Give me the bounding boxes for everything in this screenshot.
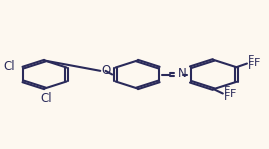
Text: F: F: [224, 92, 231, 102]
Text: Cl: Cl: [4, 60, 15, 73]
Text: F: F: [248, 61, 255, 72]
Text: F: F: [224, 86, 231, 96]
Text: O: O: [102, 64, 111, 77]
Text: F: F: [248, 55, 255, 65]
Text: F: F: [229, 89, 236, 99]
Text: N: N: [178, 67, 187, 80]
Text: Cl: Cl: [40, 92, 52, 105]
Text: F: F: [254, 58, 260, 68]
